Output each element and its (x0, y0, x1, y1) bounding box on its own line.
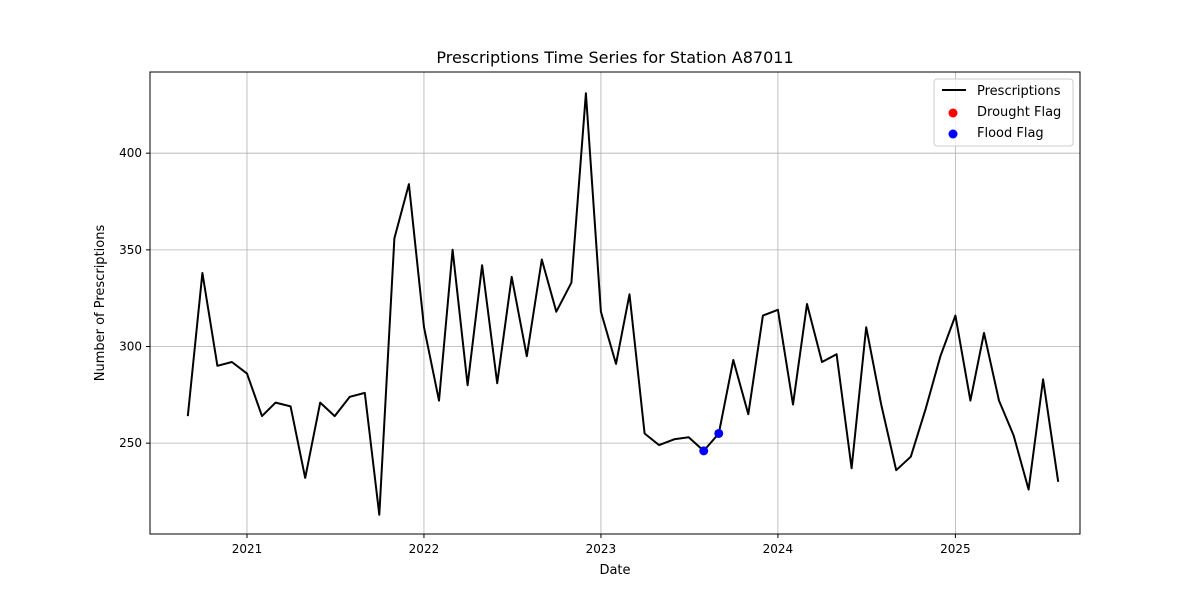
legend-label-prescriptions: Prescriptions (977, 84, 1061, 99)
x-axis-label: Date (599, 563, 630, 578)
x-tick-label: 2022 (409, 542, 440, 556)
legend-swatch-drought-flag (948, 108, 958, 118)
x-tick-label: 2024 (763, 542, 794, 556)
legend-label-drought-flag: Drought Flag (977, 105, 1061, 120)
x-axis: 2021 2022 2023 2024 2025 (232, 534, 971, 556)
legend: Prescriptions Drought Flag Flood Flag (933, 78, 1074, 147)
series-layer (186, 92, 1060, 516)
plot-frame (149, 71, 1081, 535)
legend-swatch-flood-flag (948, 129, 958, 139)
legend-box (933, 78, 1074, 147)
flood-flag-point (714, 428, 724, 438)
chart-title: Prescriptions Time Series for Station A8… (436, 48, 793, 67)
y-tick-label: 300 (119, 339, 142, 353)
legend-label-flood-flag: Flood Flag (977, 126, 1044, 141)
flood-flag-point (699, 446, 709, 456)
series-line-prescriptions (186, 92, 1060, 516)
y-axis: 250 300 350 400 (119, 146, 150, 450)
y-tick-label: 400 (119, 146, 142, 160)
y-tick-label: 350 (119, 243, 142, 257)
x-tick-label: 2025 (940, 542, 971, 556)
y-tick-label: 250 (119, 436, 142, 450)
x-tick-label: 2021 (232, 542, 263, 556)
x-tick-label: 2023 (586, 542, 617, 556)
y-axis-label: Number of Prescriptions (93, 225, 108, 382)
